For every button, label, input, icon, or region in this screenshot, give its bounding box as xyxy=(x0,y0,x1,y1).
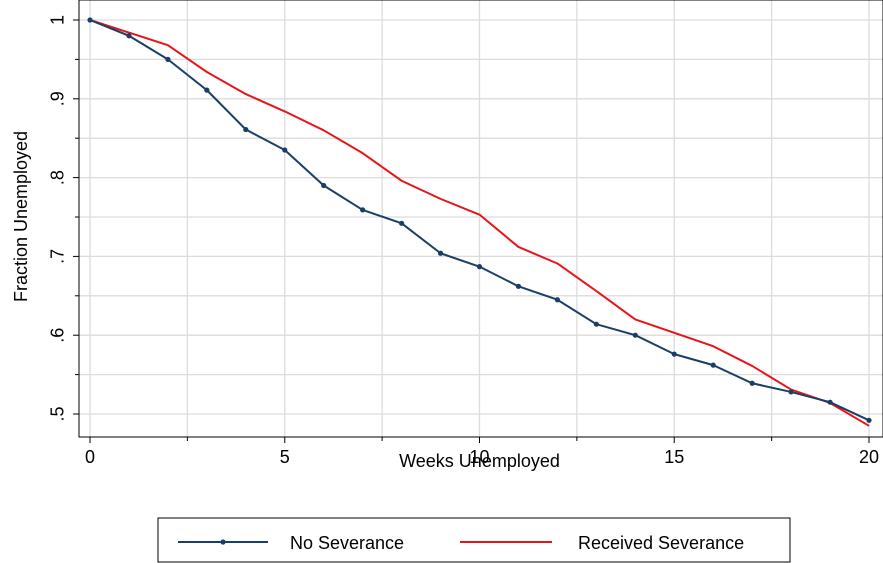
axes: .5.6.7.8.910 5 10 15 20 xyxy=(47,15,879,467)
data-point-no-severance xyxy=(671,351,677,357)
data-point-no-severance xyxy=(710,362,716,368)
data-point-no-severance xyxy=(399,220,405,226)
x-tick-label: 5 xyxy=(280,447,290,467)
data-point-no-severance xyxy=(866,417,872,423)
y-tick-label: .5 xyxy=(47,406,67,421)
legend: No Severance Received Severance xyxy=(157,517,791,563)
legend-label-received-severance: Received Severance xyxy=(578,533,744,553)
x-axis-title: Weeks Unemployed xyxy=(399,451,560,471)
x-tick-label: 20 xyxy=(859,447,879,467)
legend-label-no-severance: No Severance xyxy=(290,533,404,553)
data-point-no-severance xyxy=(554,297,561,303)
data-point-no-severance xyxy=(515,283,522,289)
data-point-no-severance xyxy=(321,182,327,189)
y-tick-label: .8 xyxy=(47,170,67,185)
x-tick-label: 15 xyxy=(664,447,684,467)
data-point-no-severance xyxy=(360,207,366,213)
x-tick-label: 0 xyxy=(85,447,95,467)
y-tick-label: .9 xyxy=(47,91,67,106)
y-tick-label: .6 xyxy=(47,328,67,343)
data-point-no-severance xyxy=(827,399,833,405)
data-point-no-severance xyxy=(87,17,93,23)
data-point-no-severance xyxy=(204,87,210,93)
legend-box xyxy=(157,517,791,563)
data-point-no-severance xyxy=(632,332,638,338)
y-tick-label: 1 xyxy=(47,15,67,25)
data-point-no-severance xyxy=(126,33,132,39)
series-line-received-severance xyxy=(89,19,870,427)
legend-marker-no-severance xyxy=(220,539,226,545)
data-point-no-severance xyxy=(437,250,444,256)
y-tick-label: .7 xyxy=(47,249,67,264)
data-point-no-severance xyxy=(749,380,755,386)
series-layer xyxy=(87,17,872,427)
y-axis-title: Fraction Unemployed xyxy=(11,131,31,302)
data-point-no-severance xyxy=(282,147,288,153)
plot-frame xyxy=(78,0,883,438)
data-point-no-severance xyxy=(243,126,249,133)
data-point-no-severance xyxy=(593,321,599,327)
data-point-no-severance xyxy=(476,264,483,270)
data-point-no-severance xyxy=(788,389,794,395)
x-tick-label: 10 xyxy=(469,447,489,467)
data-point-no-severance xyxy=(165,56,171,63)
